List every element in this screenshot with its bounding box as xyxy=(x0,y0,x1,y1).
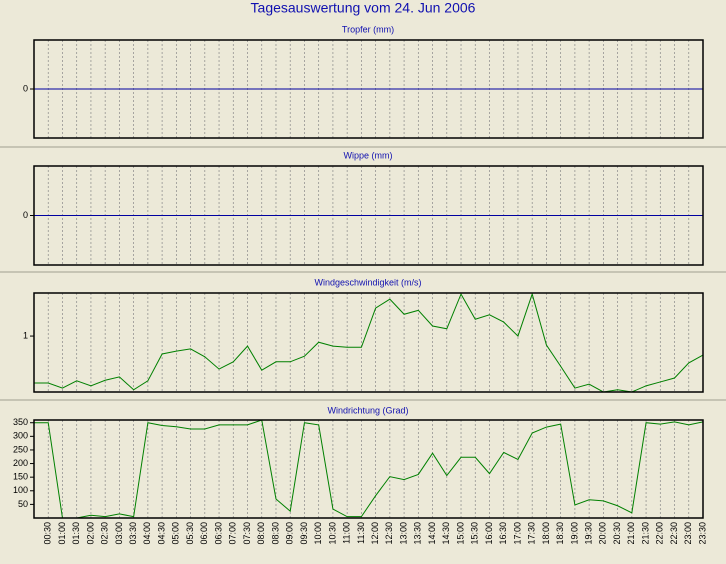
data-line xyxy=(34,419,704,519)
panel-title: Windgeschwindigkeit (m/s) xyxy=(314,277,421,287)
x-tick-label: 02:00 xyxy=(85,522,95,545)
x-tick-label: 10:00 xyxy=(313,522,323,545)
y-tick-label: 0 xyxy=(23,83,28,93)
plot-frame xyxy=(33,39,704,139)
x-tick-label: 22:30 xyxy=(669,522,679,545)
plot-frame xyxy=(33,165,704,266)
y-tick-label: 0 xyxy=(23,210,28,220)
x-tick-label: 09:00 xyxy=(285,522,295,545)
x-tick-label: 08:30 xyxy=(270,522,280,545)
x-tick-label: 09:30 xyxy=(299,522,309,545)
x-tick-label: 06:00 xyxy=(199,522,209,545)
x-tick-label: 03:30 xyxy=(128,522,138,545)
x-tick-label: 01:30 xyxy=(71,522,81,545)
panel-title: Wippe (mm) xyxy=(344,150,393,160)
x-tick-label: 20:00 xyxy=(598,522,608,545)
page-title: Tagesauswertung vom 24. Jun 2006 xyxy=(251,0,476,16)
x-tick-label: 18:30 xyxy=(555,522,565,545)
y-tick-label: 1 xyxy=(23,330,28,340)
y-tick-label: 100 xyxy=(13,485,28,495)
x-tick-label: 06:30 xyxy=(213,522,223,545)
panel-title: Windrichtung (Grad) xyxy=(327,405,408,415)
x-tick-label: 21:00 xyxy=(626,522,636,545)
x-tick-label: 17:30 xyxy=(527,522,537,545)
y-tick-label: 250 xyxy=(13,444,28,454)
x-tick-label: 13:00 xyxy=(398,522,408,545)
y-tick-label: 200 xyxy=(13,458,28,468)
x-tick-label: 14:30 xyxy=(441,522,451,545)
x-tick-label: 14:00 xyxy=(427,522,437,545)
x-tick-label: 11:00 xyxy=(342,522,352,544)
x-tick-label: 20:30 xyxy=(612,522,622,545)
x-tick-label: 05:30 xyxy=(185,522,195,545)
x-tick-label: 17:00 xyxy=(512,522,522,545)
x-tick-label: 13:30 xyxy=(413,522,423,545)
plot-frame xyxy=(33,292,704,393)
x-tick-label: 21:30 xyxy=(640,522,650,545)
x-tick-label: 12:30 xyxy=(384,522,394,545)
x-tick-label: 19:00 xyxy=(569,522,579,545)
x-tick-label: 07:00 xyxy=(228,522,238,545)
x-tick-label: 12:00 xyxy=(370,522,380,545)
x-tick-label: 23:00 xyxy=(683,522,693,545)
x-tick-label: 23:30 xyxy=(697,522,707,545)
x-tick-label: 19:30 xyxy=(584,522,594,545)
x-tick-label: 10:30 xyxy=(327,522,337,545)
x-tick-label: 08:00 xyxy=(256,522,266,545)
x-tick-label: 03:00 xyxy=(114,522,124,545)
x-tick-label: 11:30 xyxy=(356,522,366,544)
x-tick-label: 02:30 xyxy=(100,522,110,545)
x-tick-label: 16:30 xyxy=(498,522,508,545)
y-tick-label: 50 xyxy=(18,499,28,509)
x-tick-label: 18:00 xyxy=(541,522,551,545)
x-tick-label: 15:30 xyxy=(470,522,480,545)
x-tick-label: 15:00 xyxy=(455,522,465,545)
data-line xyxy=(34,292,704,393)
x-tick-label: 00:30 xyxy=(43,522,53,545)
x-tick-label: 07:30 xyxy=(242,522,252,545)
panel-title: Tropfer (mm) xyxy=(342,24,394,34)
x-tick-label: 04:30 xyxy=(156,522,166,545)
plot-frame xyxy=(33,419,704,519)
y-tick-label: 350 xyxy=(13,417,28,427)
x-tick-label: 05:00 xyxy=(171,522,181,545)
x-tick-label: 01:00 xyxy=(57,522,67,545)
x-tick-label: 16:00 xyxy=(484,522,494,545)
x-tick-label: 22:00 xyxy=(655,522,665,545)
y-tick-label: 300 xyxy=(13,431,28,441)
x-tick-label: 04:00 xyxy=(142,522,152,545)
y-tick-label: 150 xyxy=(13,472,28,482)
